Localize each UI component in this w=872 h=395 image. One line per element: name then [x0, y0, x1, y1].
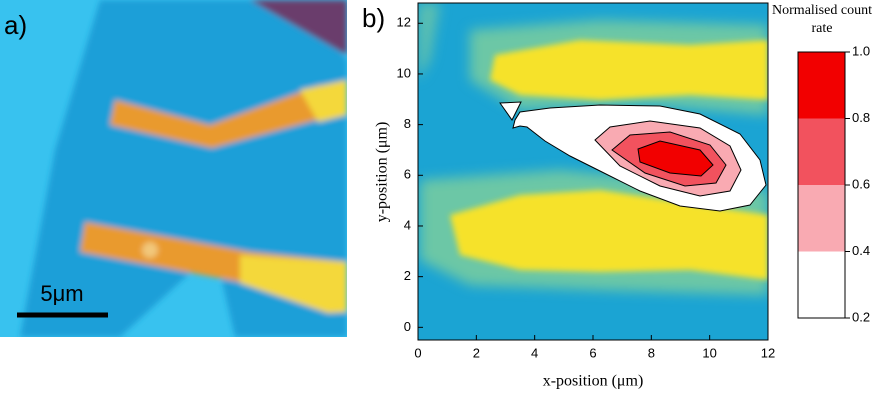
panel-label: a) [4, 10, 27, 40]
colorbar-tick-label: 0.8 [852, 110, 870, 125]
x-tick-label: 0 [414, 345, 421, 360]
x-tick-label: 12 [761, 345, 775, 360]
y-tick-label: 6 [404, 167, 411, 182]
y-tick-label: 10 [397, 65, 411, 80]
colorbar-segment [798, 185, 845, 252]
colorbar-title: Normalised count rate [772, 3, 872, 36]
x-tick-label: 6 [589, 345, 596, 360]
colorbar-tick-label: 0.4 [852, 243, 870, 258]
x-tick-label: 2 [473, 345, 480, 360]
colorbar-tick-label: 0.2 [852, 309, 870, 324]
colorbar-segment [798, 118, 845, 185]
y-tick-label: 2 [404, 268, 411, 283]
y-tick-label: 8 [404, 116, 411, 131]
scale-bar-label: 5μm [40, 281, 83, 306]
x-tick-label: 4 [531, 345, 538, 360]
colorbar-segment [798, 251, 845, 318]
contour [637, 140, 714, 177]
contour-map [418, 3, 768, 340]
contour [499, 101, 522, 121]
x-tick-label: 8 [648, 345, 655, 360]
colorbar-tick-label: 0.6 [852, 176, 870, 191]
panel-label: b) [362, 3, 385, 33]
y-axis-label: y-position (μm) [374, 122, 391, 223]
y-tick-label: 4 [404, 217, 411, 232]
x-axis-label: x-position (μm) [543, 373, 644, 390]
y-tick-label: 12 [397, 15, 411, 30]
micrograph [0, 0, 347, 337]
x-tick-label: 10 [702, 345, 716, 360]
y-tick-label: 0 [404, 319, 411, 334]
colorbar-tick-label: 1.0 [852, 43, 870, 58]
colorbar-segment [798, 52, 845, 119]
